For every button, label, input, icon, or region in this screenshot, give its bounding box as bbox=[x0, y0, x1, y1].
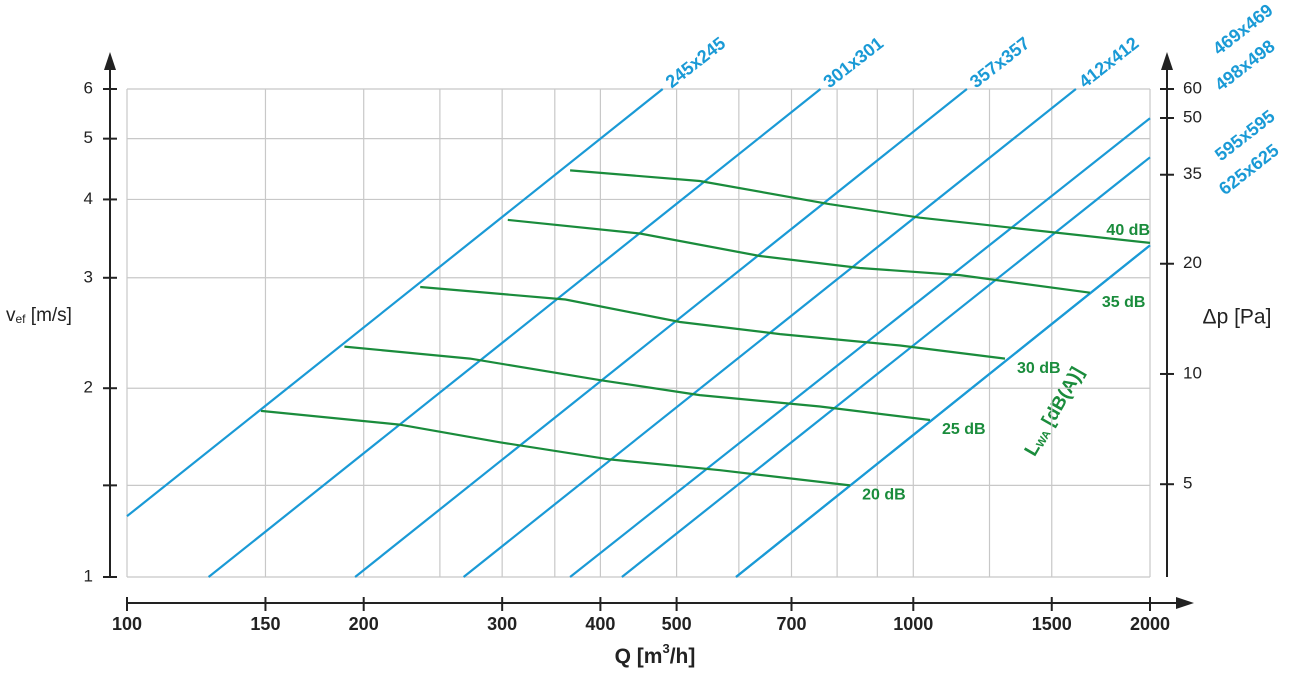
y2-axis-label: Δp [Pa] bbox=[1203, 306, 1272, 329]
x-label-part: /h] bbox=[670, 645, 696, 668]
series-label: 40 dB bbox=[1106, 222, 1150, 239]
plot-layer: 100 150 200 300 400 500 700 1000 1500 2000 1 2 3 4 5 6 5… bbox=[84, 0, 1283, 634]
x-tick-label: 150 bbox=[250, 614, 280, 634]
y-label-sub: ef bbox=[16, 312, 27, 326]
x-tick-label: 2000 bbox=[1130, 614, 1170, 634]
x-tick-label: 500 bbox=[662, 614, 692, 634]
series-line bbox=[344, 345, 931, 422]
y-arrow bbox=[104, 52, 116, 70]
x-tick-label: 200 bbox=[349, 614, 379, 634]
y-tick-label: 6 bbox=[84, 78, 93, 97]
y2-arrow bbox=[1161, 52, 1173, 70]
y2-tick-label: 60 bbox=[1183, 78, 1202, 97]
x-arrow bbox=[1176, 597, 1194, 609]
x-label-sup: 3 bbox=[662, 641, 669, 656]
y-tick-label: 3 bbox=[84, 267, 93, 286]
series-label: 301x301 bbox=[820, 33, 888, 92]
y-axis-label: vef [m/s] bbox=[6, 305, 72, 326]
y-tick-label: 1 bbox=[84, 566, 93, 585]
series-line bbox=[354, 88, 968, 578]
series-label: 245x245 bbox=[662, 33, 730, 92]
series-label: 25 dB bbox=[942, 421, 986, 438]
series-line bbox=[569, 117, 1151, 578]
series-line bbox=[207, 88, 822, 578]
x-tick-label: 400 bbox=[585, 614, 615, 634]
series-line bbox=[126, 88, 664, 518]
x-axis-label: Q [m3/h] bbox=[615, 641, 696, 667]
y2-tick-label: 35 bbox=[1183, 164, 1202, 183]
series-label: 35 dB bbox=[1102, 294, 1146, 311]
y2-tick-label: 50 bbox=[1183, 107, 1202, 126]
y2-tick-label: 5 bbox=[1183, 474, 1192, 493]
series-label: 357x357 bbox=[966, 33, 1034, 92]
series-line bbox=[735, 244, 1151, 578]
x-tick-label: 1000 bbox=[893, 614, 933, 634]
x-tick-label: 300 bbox=[487, 614, 517, 634]
y-label-part: v bbox=[6, 305, 16, 326]
series-line bbox=[621, 156, 1151, 578]
series-line bbox=[507, 218, 1091, 294]
y2-tick-label: 20 bbox=[1183, 253, 1202, 272]
series-label: 30 dB bbox=[1017, 360, 1061, 377]
axes bbox=[104, 52, 1194, 609]
y-label-part: [m/s] bbox=[26, 305, 72, 326]
series-line bbox=[570, 169, 1151, 244]
series-line bbox=[260, 409, 851, 487]
series-label: 412x412 bbox=[1075, 33, 1143, 92]
y-tick-label: 4 bbox=[84, 189, 93, 208]
y-tick-label: 5 bbox=[84, 128, 93, 147]
y2-tick-label: 10 bbox=[1183, 363, 1202, 382]
x-tick-label: 700 bbox=[776, 614, 806, 634]
x-tick-label: 1500 bbox=[1032, 614, 1072, 634]
x-label-part: Q [m bbox=[615, 645, 663, 668]
y-tick-label: 2 bbox=[84, 378, 93, 397]
legend-title: LWA [dB(A)] bbox=[1021, 364, 1089, 460]
x-tick-label: 100 bbox=[112, 614, 142, 634]
series-label: 20 dB bbox=[862, 487, 906, 504]
series-line bbox=[420, 285, 1006, 360]
